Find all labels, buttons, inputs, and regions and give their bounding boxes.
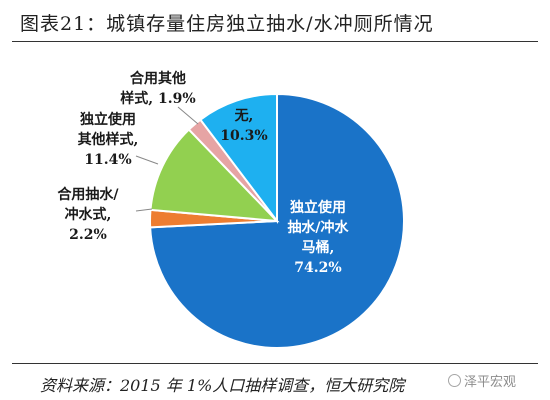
figure-title: 图表21：城镇存量住房独立抽水/水冲厕所情况 — [20, 13, 434, 35]
watermark: 泽平宏观 — [448, 371, 516, 390]
slice-label: 独立使用抽水/冲水马桶, 74.2% — [287, 199, 349, 276]
slice-label-line: 马桶, — [302, 239, 335, 256]
slice-label-line: 10.3% — [220, 128, 267, 144]
slice-label-line: 独立使用 — [80, 111, 136, 128]
slice-label: 合用其他样式, 1.9% — [120, 70, 195, 107]
slice-label-line: 合用抽水/ — [57, 186, 119, 203]
title-divider — [12, 41, 538, 42]
slice-label-line: 合用其他 — [130, 70, 186, 87]
slice-label: 合用抽水/冲水式, 2.2% — [57, 186, 119, 243]
slice-label-line: 无, — [234, 108, 254, 124]
watermark-logo-icon — [448, 374, 461, 387]
slice-label: 独立使用其他样式, 11.4% — [78, 111, 139, 168]
slice-label-line: 冲水式, — [65, 206, 112, 223]
source-note: 资料来源：2015 年 1%人口抽样调查，恒大研究院 — [40, 376, 405, 395]
slice-label-line: 74.2% — [294, 260, 341, 276]
leader-line — [135, 208, 153, 212]
slice-label-line: 样式, 1.9% — [120, 90, 195, 107]
slice-label-line: 抽水/冲水 — [287, 219, 349, 236]
leader-line — [177, 106, 199, 125]
watermark-text: 泽平宏观 — [464, 375, 517, 390]
slice-label-line: 11.4% — [84, 152, 131, 168]
leader-line — [135, 155, 159, 165]
pie-slice — [149, 128, 280, 223]
slice-label-line: 独立使用 — [290, 199, 346, 216]
slice-label: 无, 10.3% — [220, 108, 267, 144]
pie-slice — [199, 92, 278, 224]
slice-label-line: 2.2% — [69, 227, 107, 243]
slice-label-line: 其他样式, — [78, 131, 139, 148]
source-divider — [12, 363, 538, 364]
